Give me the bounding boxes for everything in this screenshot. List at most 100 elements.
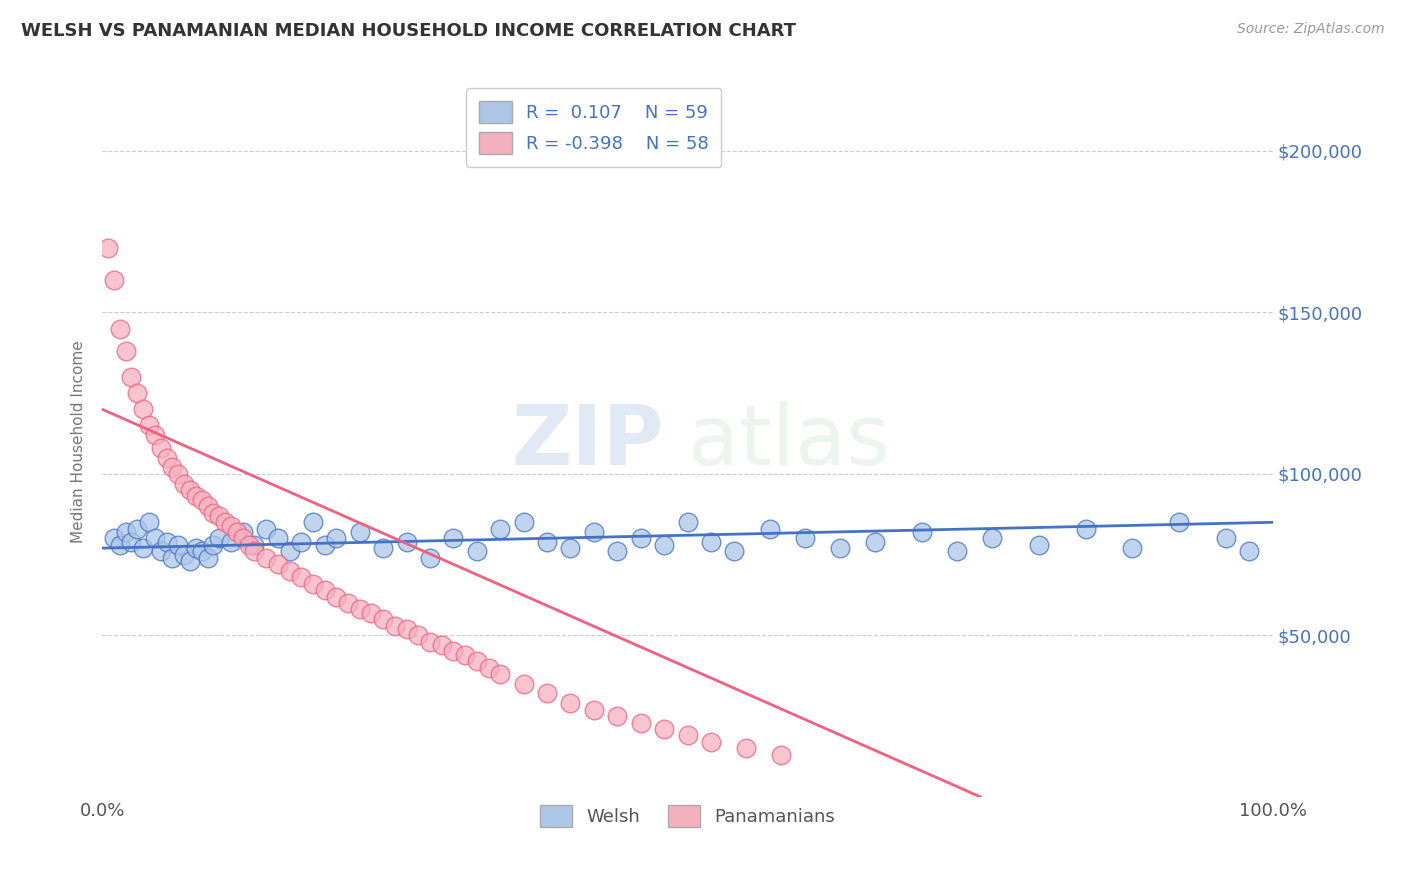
Point bbox=[278, 544, 301, 558]
Point bbox=[723, 544, 745, 558]
Point bbox=[770, 747, 793, 762]
Point bbox=[173, 548, 195, 562]
Point bbox=[582, 703, 605, 717]
Point bbox=[1168, 516, 1191, 530]
Point bbox=[430, 638, 453, 652]
Point bbox=[314, 538, 336, 552]
Point bbox=[408, 628, 430, 642]
Point bbox=[267, 558, 290, 572]
Point bbox=[197, 550, 219, 565]
Point bbox=[465, 654, 488, 668]
Point bbox=[232, 524, 254, 539]
Point bbox=[489, 522, 512, 536]
Point bbox=[184, 490, 207, 504]
Point bbox=[349, 602, 371, 616]
Point bbox=[489, 667, 512, 681]
Point bbox=[700, 534, 723, 549]
Point bbox=[735, 741, 758, 756]
Point bbox=[302, 516, 325, 530]
Text: WELSH VS PANAMANIAN MEDIAN HOUSEHOLD INCOME CORRELATION CHART: WELSH VS PANAMANIAN MEDIAN HOUSEHOLD INC… bbox=[21, 22, 796, 40]
Point bbox=[560, 541, 582, 556]
Point bbox=[167, 467, 190, 481]
Point bbox=[267, 532, 290, 546]
Point bbox=[143, 428, 166, 442]
Point bbox=[360, 606, 382, 620]
Point bbox=[512, 516, 534, 530]
Point bbox=[652, 538, 675, 552]
Point bbox=[302, 576, 325, 591]
Point bbox=[162, 550, 184, 565]
Point bbox=[149, 441, 172, 455]
Point bbox=[225, 524, 247, 539]
Point bbox=[254, 550, 277, 565]
Point bbox=[758, 522, 780, 536]
Point bbox=[208, 532, 231, 546]
Point bbox=[132, 402, 155, 417]
Point bbox=[946, 544, 969, 558]
Point bbox=[441, 532, 464, 546]
Point bbox=[254, 522, 277, 536]
Point bbox=[143, 532, 166, 546]
Point bbox=[536, 686, 558, 700]
Point bbox=[1028, 538, 1050, 552]
Point bbox=[980, 532, 1002, 546]
Point bbox=[536, 534, 558, 549]
Point bbox=[395, 534, 418, 549]
Point bbox=[828, 541, 851, 556]
Point bbox=[477, 660, 499, 674]
Point bbox=[349, 524, 371, 539]
Point bbox=[219, 534, 242, 549]
Point bbox=[441, 644, 464, 658]
Point bbox=[138, 418, 160, 433]
Point bbox=[243, 544, 266, 558]
Point bbox=[373, 612, 395, 626]
Point bbox=[1121, 541, 1143, 556]
Point bbox=[290, 570, 312, 584]
Point bbox=[1074, 522, 1097, 536]
Point bbox=[197, 499, 219, 513]
Point bbox=[243, 538, 266, 552]
Point bbox=[162, 460, 184, 475]
Point bbox=[676, 516, 699, 530]
Point bbox=[419, 550, 441, 565]
Point bbox=[606, 709, 628, 723]
Point bbox=[314, 583, 336, 598]
Point bbox=[149, 544, 172, 558]
Point bbox=[219, 518, 242, 533]
Point bbox=[132, 541, 155, 556]
Point bbox=[127, 522, 149, 536]
Point bbox=[202, 506, 225, 520]
Point bbox=[121, 534, 143, 549]
Point bbox=[465, 544, 488, 558]
Point bbox=[155, 450, 177, 465]
Point bbox=[373, 541, 395, 556]
Point bbox=[103, 532, 125, 546]
Point bbox=[278, 564, 301, 578]
Point bbox=[606, 544, 628, 558]
Point bbox=[238, 538, 260, 552]
Point bbox=[337, 596, 360, 610]
Point bbox=[167, 538, 190, 552]
Point bbox=[1215, 532, 1237, 546]
Text: atlas: atlas bbox=[688, 401, 890, 482]
Point bbox=[208, 508, 231, 523]
Point bbox=[127, 386, 149, 401]
Point bbox=[155, 534, 177, 549]
Y-axis label: Median Household Income: Median Household Income bbox=[72, 340, 86, 543]
Point bbox=[108, 538, 131, 552]
Point bbox=[863, 534, 886, 549]
Point bbox=[232, 532, 254, 546]
Point bbox=[114, 344, 136, 359]
Point bbox=[202, 538, 225, 552]
Point bbox=[395, 622, 418, 636]
Point bbox=[630, 532, 652, 546]
Point bbox=[179, 483, 201, 497]
Point bbox=[290, 534, 312, 549]
Text: ZIP: ZIP bbox=[512, 401, 664, 482]
Point bbox=[184, 541, 207, 556]
Point bbox=[190, 492, 212, 507]
Point bbox=[190, 544, 212, 558]
Point bbox=[114, 524, 136, 539]
Point bbox=[630, 715, 652, 730]
Point bbox=[700, 735, 723, 749]
